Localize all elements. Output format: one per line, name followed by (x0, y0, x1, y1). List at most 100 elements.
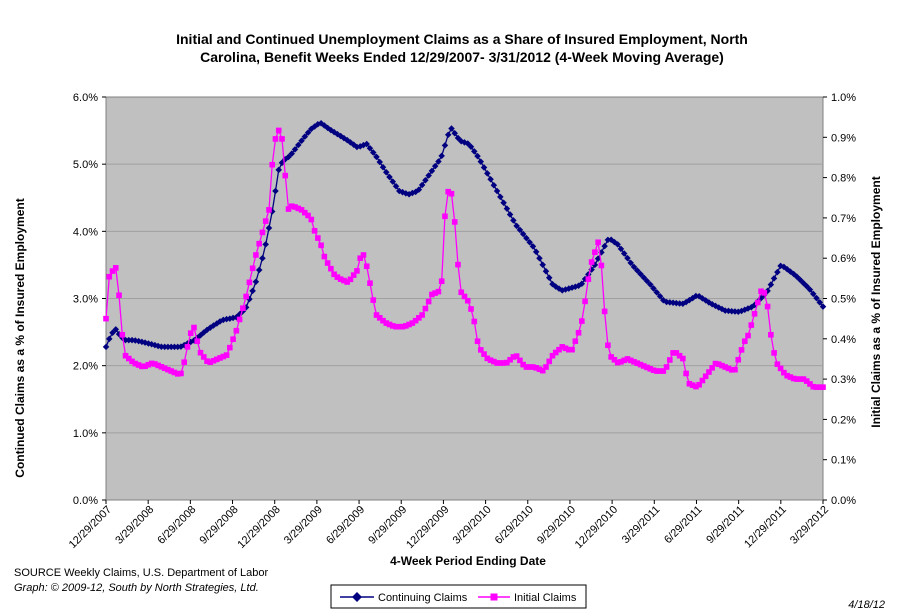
data-point (298, 137, 305, 144)
data-point (416, 315, 422, 321)
right-tick-label: 0.0% (831, 495, 856, 507)
left-axis-ticks: 0.0% 1.0% 2.0% 3.0% 4.0% 5.0% 6.0% (73, 92, 106, 507)
data-point (617, 245, 625, 253)
right-tick-label: 0.7% (831, 213, 856, 225)
data-point (510, 354, 517, 360)
data-point (311, 227, 318, 234)
data-point (816, 384, 823, 390)
data-point (292, 204, 298, 210)
data-point (366, 144, 374, 152)
data-point (771, 350, 777, 356)
data-point (755, 299, 761, 306)
right-tick-label: 0.4% (831, 334, 856, 346)
data-point (321, 253, 328, 260)
data-point (741, 338, 748, 345)
data-point (444, 131, 452, 139)
data-point (102, 343, 110, 351)
legend-continuing-label: Continuing Claims (378, 592, 468, 604)
data-point (539, 367, 546, 374)
data-point (706, 369, 712, 375)
data-point (640, 363, 647, 369)
data-point (545, 274, 553, 281)
data-point (304, 129, 312, 136)
data-point (549, 352, 556, 359)
data-point (249, 265, 256, 272)
data-point (256, 240, 262, 247)
data-point (790, 375, 797, 382)
data-point (412, 317, 419, 324)
left-tick-label: 5.0% (73, 159, 98, 171)
right-tick-label: 0.6% (831, 253, 856, 265)
data-point (419, 312, 425, 318)
data-point (445, 188, 452, 195)
data-point (227, 344, 233, 351)
data-point (373, 312, 380, 318)
data-point (595, 239, 601, 246)
data-point (820, 384, 826, 390)
data-point (809, 290, 817, 298)
data-point (435, 158, 442, 165)
data-point (178, 370, 184, 377)
right-tick-label: 0.2% (831, 414, 856, 426)
left-tick-label: 1.0% (73, 428, 98, 440)
data-point (315, 235, 321, 241)
data-point (663, 364, 670, 370)
data-point (347, 276, 354, 283)
x-tick-label: 12/29/2011 (742, 504, 789, 551)
data-point (103, 315, 109, 322)
data-point (686, 380, 693, 387)
data-point (745, 332, 751, 339)
data-point (653, 289, 661, 296)
data-point (670, 350, 676, 356)
data-point (491, 358, 497, 365)
data-point (298, 207, 305, 213)
data-point (106, 273, 113, 280)
data-point (376, 315, 383, 321)
data-point (282, 172, 289, 179)
data-point (223, 352, 230, 358)
right-tick-label: 0.5% (831, 294, 856, 306)
data-point (630, 263, 638, 271)
data-point (813, 294, 820, 302)
data-point (504, 359, 510, 366)
data-point (370, 297, 377, 303)
x-tick-label: 9/29/2009 (366, 504, 409, 547)
data-point (532, 248, 540, 256)
data-point (418, 181, 426, 189)
data-point (631, 358, 637, 365)
data-point (455, 261, 461, 268)
data-point (751, 311, 758, 317)
chart-title-line-2: Carolina, Benefit Weeks Ended 12/29/2007… (200, 49, 724, 65)
data-point (702, 373, 709, 380)
x-tick-label: 6/29/2010 (493, 504, 536, 547)
data-point (543, 364, 549, 370)
data-point (207, 359, 214, 365)
data-point (438, 278, 445, 284)
right-tick-label: 1.0% (831, 92, 856, 104)
data-point (800, 376, 807, 382)
data-point (269, 161, 276, 168)
data-point (122, 352, 129, 359)
data-point (709, 365, 715, 371)
data-point (523, 364, 530, 370)
data-point (794, 376, 800, 382)
right-axis-ticks: 0.0% 0.1% 0.2% 0.3% 0.4% 0.5% 0.6% 0.7% 0.8% 0.9%… (823, 92, 856, 507)
data-point (784, 372, 790, 379)
data-point (481, 351, 487, 357)
data-point (774, 361, 781, 367)
data-point (236, 316, 243, 323)
data-point (539, 261, 546, 269)
data-point (523, 234, 530, 242)
data-point (308, 216, 315, 223)
data-point (158, 364, 165, 370)
data-point (517, 357, 523, 364)
left-tick-label: 2.0% (73, 361, 98, 373)
data-point (585, 276, 592, 282)
data-point (393, 323, 399, 330)
data-point (252, 278, 260, 285)
data-point (240, 305, 246, 311)
data-point (500, 199, 507, 207)
data-point (249, 287, 256, 295)
data-point (725, 365, 732, 372)
data-point (174, 371, 181, 377)
